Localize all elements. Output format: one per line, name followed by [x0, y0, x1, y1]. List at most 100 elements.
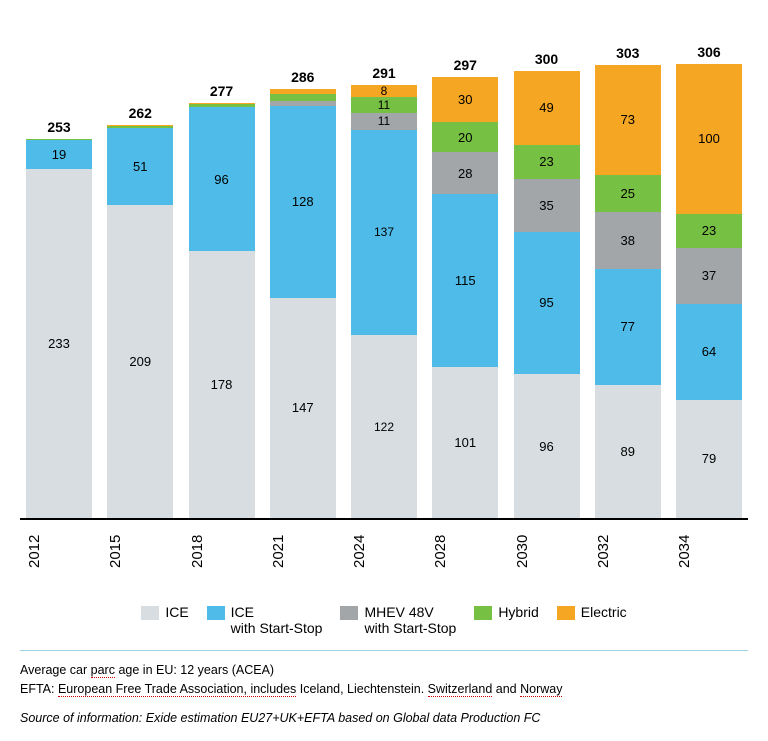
bar-segment-ice: 122	[351, 335, 417, 518]
footer-text: and	[492, 682, 520, 696]
bar-segment-ice_ss: 51	[107, 128, 173, 205]
bar-segment-electric: 49	[514, 71, 580, 145]
bar-segment-ice_ss: 77	[595, 269, 661, 385]
bar-segment-mhev: 38	[595, 212, 661, 269]
bar-segment-ice: 96	[514, 374, 580, 518]
bar-segment-hybrid: 20	[432, 122, 498, 152]
legend-label: ICEwith Start-Stop	[231, 604, 323, 636]
bar-total-label: 291	[372, 65, 395, 81]
legend-swatch	[207, 606, 225, 620]
bar-total-label: 306	[697, 44, 720, 60]
footer-underlined: Switzerland	[428, 682, 493, 697]
legend-swatch	[340, 606, 358, 620]
bar-stack: 147128	[270, 89, 336, 518]
legend-label: MHEV 48Vwith Start-Stop	[364, 604, 456, 636]
legend-label: Electric	[581, 604, 627, 620]
x-axis-year: 2028	[432, 528, 498, 578]
bar-column: 253 23319	[26, 119, 92, 519]
bar-stack: 17896	[189, 103, 255, 519]
bar-segment-hybrid	[270, 94, 336, 102]
bar-segment-ice_ss: 19	[26, 140, 92, 169]
bar-segment-ice_ss: 115	[432, 194, 498, 367]
bar-segment-electric: 30	[432, 77, 498, 122]
bar-segment-mhev: 11	[351, 113, 417, 130]
bar-segment-ice: 209	[107, 205, 173, 519]
x-axis-year: 2034	[676, 528, 742, 578]
x-axis-year: 2012	[26, 528, 92, 578]
bar-stack: 8977382573	[595, 65, 661, 518]
bar-segment-ice: 101	[432, 367, 498, 519]
bar-column: 29112213711118	[351, 65, 417, 519]
bar-stack: 20951	[107, 125, 173, 518]
footer-source: Source of information: Exide estimation …	[20, 709, 748, 728]
legend-label: ICE	[165, 604, 188, 620]
x-axis-year: 2015	[107, 528, 173, 578]
chart-container: 2532331926220951277178962861471282911221…	[0, 0, 768, 650]
bar-segment-ice: 178	[189, 251, 255, 518]
bar-segment-hybrid: 23	[514, 145, 580, 180]
x-axis-year: 2018	[189, 528, 255, 578]
footer-underlined: parc	[91, 663, 115, 678]
legend-item-electric: Electric	[557, 604, 627, 636]
bar-stack: 101115282030	[432, 77, 498, 518]
bar-stack: 79643723100	[676, 64, 742, 519]
bar-column: 277 17896	[189, 83, 255, 519]
legend-item-ice_ss: ICEwith Start-Stop	[207, 604, 323, 636]
legend-swatch	[474, 606, 492, 620]
legend-label: Hybrid	[498, 604, 538, 620]
x-axis-year: 2024	[351, 528, 417, 578]
bar-segment-electric: 8	[351, 85, 417, 97]
x-axis-year: 2030	[514, 528, 580, 578]
bar-total-label: 300	[535, 51, 558, 67]
bar-segment-ice: 233	[26, 169, 92, 519]
chart-legend: ICE ICEwith Start-Stop MHEV 48Vwith Start-…	[20, 578, 748, 650]
legend-item-mhev: MHEV 48Vwith Start-Stop	[340, 604, 456, 636]
footer-line-2: EFTA: European Free Trade Association, i…	[20, 680, 748, 699]
bar-segment-ice: 89	[595, 385, 661, 519]
bar-segment-mhev: 28	[432, 152, 498, 194]
footer-line-1: Average car parc age in EU: 12 years (AC…	[20, 661, 748, 680]
bar-segment-hybrid: 11	[351, 97, 417, 114]
bar-total-label: 303	[616, 45, 639, 61]
footer-text: Average car	[20, 663, 91, 677]
bar-column: 306 79643723100	[676, 44, 742, 519]
bar-column: 262 20951	[107, 105, 173, 518]
bar-segment-hybrid: 25	[595, 175, 661, 213]
bar-total-label: 262	[129, 105, 152, 121]
bar-total-label: 253	[47, 119, 70, 135]
bar-total-label: 277	[210, 83, 233, 99]
x-axis-labels: 2012 2015 2018 2021 2024 2028 2030 2032 2034	[20, 520, 748, 578]
bar-total-label: 297	[454, 57, 477, 73]
bar-segment-mhev: 37	[676, 248, 742, 304]
x-axis-year: 2032	[595, 528, 661, 578]
bar-segment-hybrid: 23	[676, 214, 742, 249]
bar-segment-mhev: 35	[514, 179, 580, 232]
bar-column: 297 101115282030	[432, 57, 498, 518]
footer-text: EFTA:	[20, 682, 58, 696]
footer-underlined: European Free Trade Association, include…	[58, 682, 296, 697]
legend-swatch	[141, 606, 159, 620]
footer-notes: Average car parc age in EU: 12 years (AC…	[0, 661, 768, 741]
bar-stack: 9695352349	[514, 71, 580, 518]
footer-text: age in EU: 12 years (ACEA)	[115, 663, 274, 677]
bar-segment-ice: 79	[676, 400, 742, 519]
bar-total-label: 286	[291, 69, 314, 85]
bar-segment-ice_ss: 64	[676, 304, 742, 400]
bar-column: 300 9695352349	[514, 51, 580, 518]
bar-segment-ice: 147	[270, 298, 336, 519]
footer-text: Iceland, Liechtenstein.	[296, 682, 427, 696]
footer-underlined: Norway	[520, 682, 562, 697]
legend-item-hybrid: Hybrid	[474, 604, 538, 636]
bar-segment-electric: 73	[595, 65, 661, 175]
bar-stack: 12213711118	[351, 85, 417, 519]
bar-stack: 23319	[26, 139, 92, 519]
bar-segment-ice_ss: 96	[189, 107, 255, 251]
x-axis-year: 2021	[270, 528, 336, 578]
footer-separator	[20, 650, 748, 651]
bar-column: 286 147128	[270, 69, 336, 518]
legend-swatch	[557, 606, 575, 620]
bar-segment-ice_ss: 137	[351, 130, 417, 336]
legend-item-ice: ICE	[141, 604, 188, 636]
bar-column: 303 8977382573	[595, 45, 661, 518]
bar-segment-ice_ss: 128	[270, 106, 336, 298]
